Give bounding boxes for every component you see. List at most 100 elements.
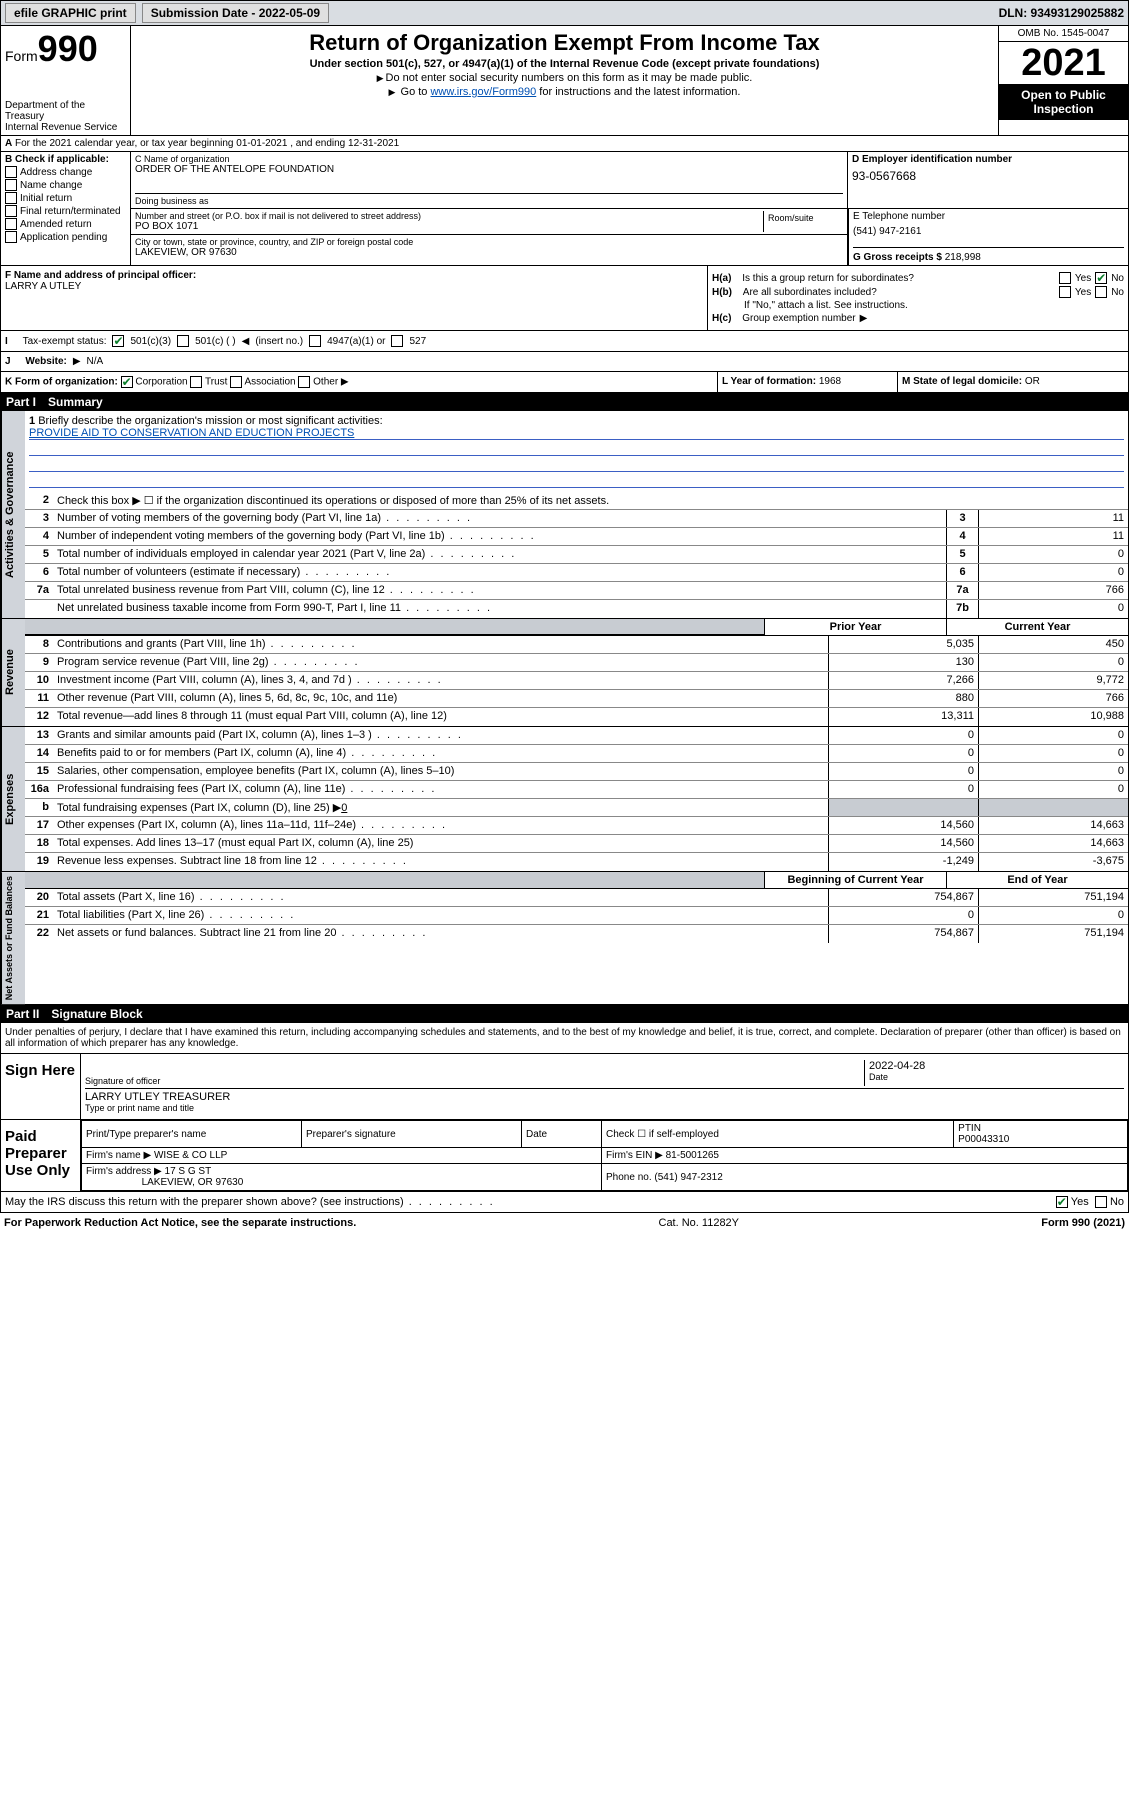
principal-officer: F Name and address of principal officer:…: [1, 266, 708, 330]
city-label: City or town, state or province, country…: [135, 237, 843, 247]
chk-501c3[interactable]: [112, 335, 124, 347]
hb-no[interactable]: [1095, 286, 1107, 298]
dba-label: Doing business as: [135, 193, 843, 206]
l12-curr: 10,988: [978, 708, 1128, 726]
l14-prior: 0: [828, 745, 978, 762]
vtab-expenses: Expenses: [1, 727, 25, 871]
efile-print-button[interactable]: efile GRAPHIC print: [5, 3, 136, 23]
chk-initial-return[interactable]: [5, 192, 17, 204]
l22-prior: 754,867: [828, 925, 978, 943]
l12-text: Total revenue—add lines 8 through 11 (mu…: [53, 708, 828, 726]
top-toolbar: efile GRAPHIC print Submission Date - 20…: [0, 0, 1129, 26]
discuss-no-label: No: [1110, 1196, 1124, 1208]
name-block: C Name of organization ORDER OF THE ANTE…: [131, 152, 848, 208]
lbl-amended-return: Amended return: [20, 219, 92, 230]
chk-final-return[interactable]: [5, 205, 17, 217]
sig-date-label: Date: [869, 1072, 1124, 1082]
l3-text: Number of voting members of the governin…: [53, 510, 946, 527]
l18-text: Total expenses. Add lines 13–17 (must eq…: [53, 835, 828, 852]
l13-curr: 0: [978, 727, 1128, 744]
l9-text: Program service revenue (Part VIII, line…: [53, 654, 828, 671]
phone-value: (541) 947-2161: [853, 222, 1124, 247]
officer-name-title: LARRY UTLEY TREASURER: [85, 1091, 1124, 1103]
row-f-label: F Name and address of principal officer:: [5, 270, 196, 281]
mission-block: 1 Briefly describe the organization's mi…: [25, 411, 1128, 492]
lbl-initial-return: Initial return: [20, 193, 72, 204]
ein-label: D Employer identification number: [852, 154, 1124, 165]
l15-text: Salaries, other compensation, employee b…: [53, 763, 828, 780]
year-formation: L Year of formation: 1968: [718, 372, 898, 392]
l12-prior: 13,311: [828, 708, 978, 726]
l10-prior: 7,266: [828, 672, 978, 689]
l19-curr: -3,675: [978, 853, 1128, 871]
l7b-text: Net unrelated business taxable income fr…: [53, 600, 946, 618]
chk-501c[interactable]: [177, 335, 189, 347]
ha-yes[interactable]: [1059, 272, 1071, 284]
l10-curr: 9,772: [978, 672, 1128, 689]
lbl-address-change: Address change: [20, 167, 92, 178]
type-name-label: Type or print name and title: [85, 1103, 1124, 1113]
website-row: J Website: ▶ N/A: [1, 352, 1128, 372]
prep-sig-label: Preparer's signature: [302, 1121, 522, 1148]
l4-text: Number of independent voting members of …: [53, 528, 946, 545]
l17-curr: 14,663: [978, 817, 1128, 834]
lbl-501c3: 501(c)(3): [130, 336, 171, 347]
l21-curr: 0: [978, 907, 1128, 924]
form-title: Return of Organization Exempt From Incom…: [135, 30, 994, 56]
irs-link[interactable]: www.irs.gov/Form990: [430, 86, 536, 98]
row-a-tax-year: A For the 2021 calendar year, or tax yea…: [0, 136, 1129, 152]
chk-name-change[interactable]: [5, 179, 17, 191]
chk-trust[interactable]: [190, 376, 202, 388]
l10-text: Investment income (Part VIII, column (A)…: [53, 672, 828, 689]
form-of-org: K Form of organization: Corporation Trus…: [1, 372, 718, 392]
prep-date-label: Date: [522, 1121, 602, 1148]
discuss-no[interactable]: [1095, 1196, 1107, 1208]
chk-corporation[interactable]: [121, 376, 133, 388]
ha-no[interactable]: [1095, 272, 1107, 284]
l19-text: Revenue less expenses. Subtract line 18 …: [53, 853, 828, 871]
col-b-checkboxes: B Check if applicable: Address change Na…: [1, 152, 131, 265]
chk-application-pending[interactable]: [5, 231, 17, 243]
form-header-mid: Return of Organization Exempt From Incom…: [131, 26, 998, 135]
col-b-label: B Check if applicable:: [5, 154, 126, 165]
hb-yes[interactable]: [1059, 286, 1071, 298]
l17-text: Other expenses (Part IX, column (A), lin…: [53, 817, 828, 834]
room-suite-label: Room/suite: [763, 211, 843, 232]
ein-value: 93-0567668: [852, 165, 1124, 191]
part1-header: Part I Summary: [0, 393, 1129, 411]
l21-text: Total liabilities (Part X, line 26): [53, 907, 828, 924]
discuss-yes[interactable]: [1056, 1196, 1068, 1208]
l15-curr: 0: [978, 763, 1128, 780]
chk-association[interactable]: [230, 376, 242, 388]
group-return-block: H(a) Is this a group return for subordin…: [708, 266, 1128, 330]
city-value: LAKEVIEW, OR 97630: [135, 247, 843, 258]
discuss-text: May the IRS discuss this return with the…: [5, 1196, 1056, 1208]
tax-year: 2021: [999, 42, 1128, 84]
footer-left: For Paperwork Reduction Act Notice, see …: [4, 1217, 356, 1229]
goto-pre: Go to: [401, 86, 431, 98]
part2-header: Part II Signature Block: [0, 1005, 1129, 1023]
chk-527[interactable]: [391, 335, 403, 347]
begin-year-header: Beginning of Current Year: [764, 872, 946, 888]
lbl-4947: 4947(a)(1) or: [327, 336, 385, 347]
l3-val: 11: [978, 510, 1128, 527]
chk-other[interactable]: [298, 376, 310, 388]
end-year-header: End of Year: [946, 872, 1128, 888]
mission-text[interactable]: PROVIDE AID TO CONSERVATION AND EDUCTION…: [29, 427, 354, 439]
firm-ein-value: 81-5001265: [666, 1150, 719, 1161]
chk-amended-return[interactable]: [5, 218, 17, 230]
officer-name: LARRY A UTLEY: [5, 281, 703, 292]
chk-4947[interactable]: [309, 335, 321, 347]
row-f-h: F Name and address of principal officer:…: [0, 266, 1129, 331]
l6-val: 0: [978, 564, 1128, 581]
lbl-name-change: Name change: [20, 180, 82, 191]
hb-note: If "No," attach a list. See instructions…: [712, 300, 1124, 311]
expenses-section: Expenses 13Grants and similar amounts pa…: [0, 727, 1129, 872]
row-i-label: Tax-exempt status:: [23, 336, 107, 347]
l16a-text: Professional fundraising fees (Part IX, …: [53, 781, 828, 798]
chk-address-change[interactable]: [5, 166, 17, 178]
submission-date-button[interactable]: Submission Date - 2022-05-09: [142, 3, 329, 23]
l11-prior: 880: [828, 690, 978, 707]
lbl-insert-no: (insert no.): [255, 336, 303, 347]
l9-prior: 130: [828, 654, 978, 671]
